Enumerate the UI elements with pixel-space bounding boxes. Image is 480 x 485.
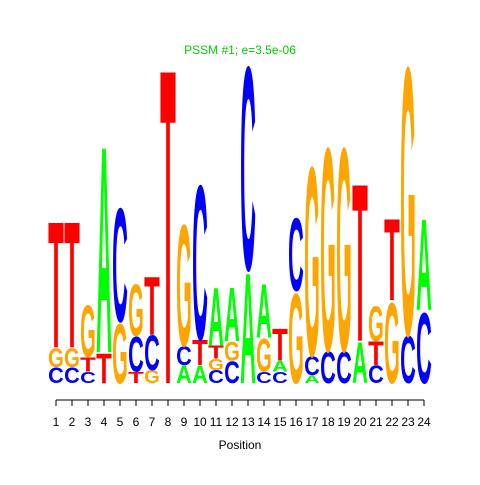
logo-letter: C <box>272 369 288 387</box>
logo-letter: T <box>384 195 400 326</box>
logo-letter: C <box>416 292 432 405</box>
logo-letter: T <box>160 0 176 480</box>
logo-letter: T <box>368 334 384 372</box>
logo-letter: C <box>48 363 64 388</box>
logo-letter: C <box>144 325 160 380</box>
logo-letter: A <box>352 331 368 396</box>
x-tick-label: 11 <box>210 415 223 429</box>
logo-letter: A <box>208 270 224 363</box>
logo-letter: T <box>96 345 112 393</box>
logo-letter: G <box>80 289 96 373</box>
logo-letter: C <box>240 7 256 332</box>
logo-letter: C <box>208 367 224 387</box>
x-tick-label: 9 <box>181 415 188 429</box>
logo-letter: G <box>368 296 384 351</box>
x-tick-label: 17 <box>305 415 319 429</box>
logo-letter: C <box>192 141 208 387</box>
logo-letter: C <box>400 323 416 398</box>
logo-letter: A <box>176 361 192 389</box>
x-tick-label: 3 <box>85 415 92 429</box>
logo-letter: G <box>336 88 352 413</box>
logo-letter: T <box>64 184 80 386</box>
logo-letter: A <box>96 84 112 415</box>
x-tick-label: 5 <box>117 415 124 429</box>
logo-letter: G <box>128 268 144 352</box>
x-tick-label: 15 <box>273 415 287 429</box>
x-tick-label: 7 <box>149 415 156 429</box>
x-tick-label: 18 <box>321 415 335 429</box>
logo-letter: T <box>80 354 96 377</box>
x-tick-label: 16 <box>289 415 303 429</box>
logo-letter: C <box>304 350 320 380</box>
logo-letter: G <box>112 306 128 402</box>
logo-letter: C <box>256 369 272 387</box>
x-tick-label: 4 <box>101 415 108 429</box>
logo-letter: T <box>128 369 144 387</box>
logo-letter: G <box>176 190 192 384</box>
x-tick-label: 1 <box>53 415 60 429</box>
logo-letter: T <box>208 343 224 363</box>
logo-letter: G <box>288 268 304 411</box>
x-tick-label: 24 <box>417 415 431 429</box>
x-tick-label: 14 <box>257 415 271 429</box>
logo-letter: G <box>304 111 320 413</box>
logo-letter: G <box>64 342 80 372</box>
logo-letter: A <box>192 361 208 389</box>
logo-letter: A <box>256 268 272 354</box>
logo-letter: T <box>144 259 160 352</box>
logo-letter: T <box>192 332 208 372</box>
logo-letter: A <box>416 192 432 338</box>
logo-letter: C <box>320 343 336 393</box>
logo-letter: C <box>80 369 96 387</box>
x-tick-label: 21 <box>369 415 383 429</box>
x-tick-label: 13 <box>241 415 255 429</box>
logo-letter: C <box>336 343 352 393</box>
logo-letter: A <box>224 271 240 357</box>
logo-letter: A <box>240 241 256 418</box>
logo-letter: G <box>400 0 416 416</box>
logo-letter: T <box>48 184 64 386</box>
logo-letter: G <box>208 356 224 374</box>
logo-letter: G <box>48 342 64 372</box>
x-tick-label: 8 <box>165 415 172 429</box>
logo-letter: T <box>272 320 288 370</box>
x-tick-label: 22 <box>385 415 399 429</box>
x-axis-label: Position <box>219 438 262 452</box>
logo-letter: C <box>368 361 384 389</box>
logo-letter: G <box>384 278 400 407</box>
logo-letter: A <box>272 358 288 376</box>
logo-letter: C <box>288 197 304 313</box>
logo-letter: C <box>112 174 128 356</box>
logo-letter: G <box>320 88 336 413</box>
logo-letter: C <box>64 363 80 388</box>
logo-letter: G <box>144 367 160 387</box>
x-tick-label: 6 <box>133 415 140 429</box>
x-tick-label: 19 <box>337 415 351 429</box>
x-tick-label: 10 <box>193 415 207 429</box>
logo-letter: A <box>304 373 320 386</box>
logo-letter: G <box>224 336 240 366</box>
logo-letter: C <box>224 354 240 389</box>
logo-letter: C <box>176 341 192 371</box>
x-tick-label: 2 <box>69 415 76 429</box>
logo-letter: C <box>128 327 144 382</box>
logo-letter: T <box>352 136 368 388</box>
x-tick-label: 12 <box>225 415 239 429</box>
x-tick-label: 23 <box>401 415 415 429</box>
chart-title: PSSM #1; e=3.5e-06 <box>184 43 296 57</box>
logo-letter: G <box>256 329 272 382</box>
x-tick-label: 20 <box>353 415 367 429</box>
